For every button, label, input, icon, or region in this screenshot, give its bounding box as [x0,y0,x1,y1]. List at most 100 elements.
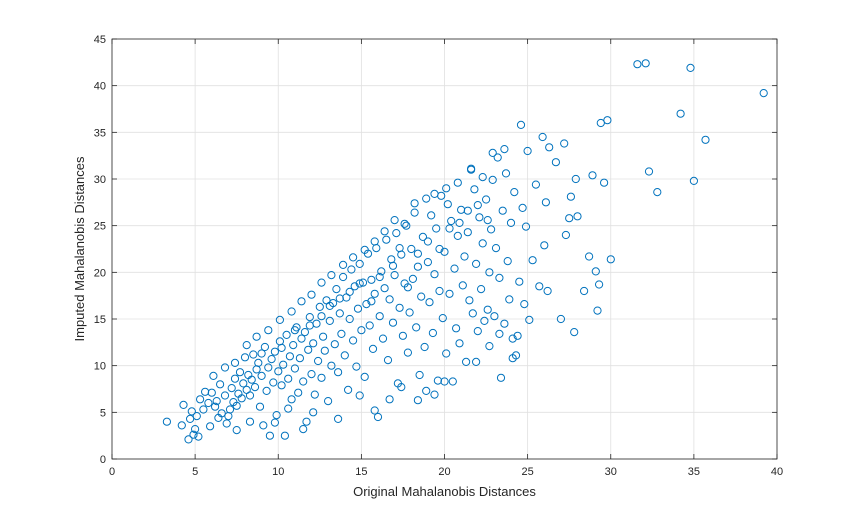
data-point [382,235,391,244]
data-point [445,224,454,233]
data-point [467,164,476,173]
data-point [344,385,353,394]
data-point [325,316,334,325]
data-point [435,244,444,254]
data-point [309,339,318,348]
data-point [531,180,541,189]
data-point [260,342,269,352]
data-point [445,289,454,298]
data-point [686,63,695,73]
data-point [337,329,346,338]
data-point [418,232,427,241]
data-point [448,377,457,386]
data-point [375,312,384,321]
data-point [402,221,411,230]
data-point [543,286,552,296]
data-point [358,278,368,287]
x-tick-label: 10 [272,466,284,478]
data-point [535,282,544,291]
data-point [433,376,442,385]
data-point [488,175,497,184]
data-point [352,362,361,371]
data-point [495,273,504,282]
data-point [334,414,343,423]
data-point [410,199,419,208]
data-point [194,432,203,441]
data-point [383,356,393,365]
data-point [442,349,451,358]
data-point [367,297,376,306]
x-tick-label: 35 [688,466,700,478]
data-point [220,363,230,372]
y-tick-label: 15 [94,314,106,326]
data-point [538,132,547,142]
data-point [199,405,208,414]
data-point [242,341,251,350]
y-tick-label: 30 [94,174,106,186]
data-point [270,418,279,427]
data-point [264,326,273,335]
data-point [355,279,364,288]
data-point [483,305,492,314]
data-point [230,358,240,367]
data-point [395,303,404,312]
data-point [487,225,496,234]
data-point [240,353,250,362]
data-point [465,296,474,305]
data-point [422,386,431,395]
data-point [287,395,296,404]
data-point [269,378,278,387]
x-tick-label: 25 [522,466,534,478]
data-point [689,176,699,185]
data-point [222,419,231,428]
data-point [317,312,326,321]
data-point [523,146,532,156]
data-point [452,324,461,333]
data-point [407,244,416,254]
data-point [397,383,406,392]
data-point [302,417,311,426]
data-point [565,214,574,223]
data-point [390,271,399,280]
data-point [566,192,576,201]
data-point [264,363,273,372]
x-tick-label: 30 [605,466,617,478]
data-point [473,201,482,210]
data-point [551,158,561,167]
data-point [179,400,188,409]
data-point [472,259,481,268]
data-point [501,169,511,178]
y-tick-label: 0 [100,454,106,466]
data-point [319,332,328,341]
data-point [413,262,422,271]
data-point [490,312,499,321]
data-point [378,334,388,343]
data-point [325,301,334,310]
data-point [491,244,501,253]
data-point [187,407,196,416]
data-point [388,261,398,270]
y-tick-label: 10 [94,361,106,373]
x-tick-label: 5 [192,466,198,478]
data-point [410,208,419,217]
data-point [309,408,318,417]
data-point [245,391,255,400]
data-point [588,171,597,180]
y-tick-label: 5 [100,407,106,419]
data-point [255,402,265,411]
data-point [284,404,293,413]
data-point [230,374,240,383]
data-point [250,383,260,392]
data-point [350,282,359,291]
data-point [370,406,379,415]
data-point [443,200,452,209]
data-point [297,297,306,306]
data-point [314,356,323,366]
data-point [385,295,394,304]
data-point [398,331,407,340]
data-point [676,109,685,118]
data-point [561,230,571,240]
data-point [580,286,589,296]
data-point [365,321,374,330]
